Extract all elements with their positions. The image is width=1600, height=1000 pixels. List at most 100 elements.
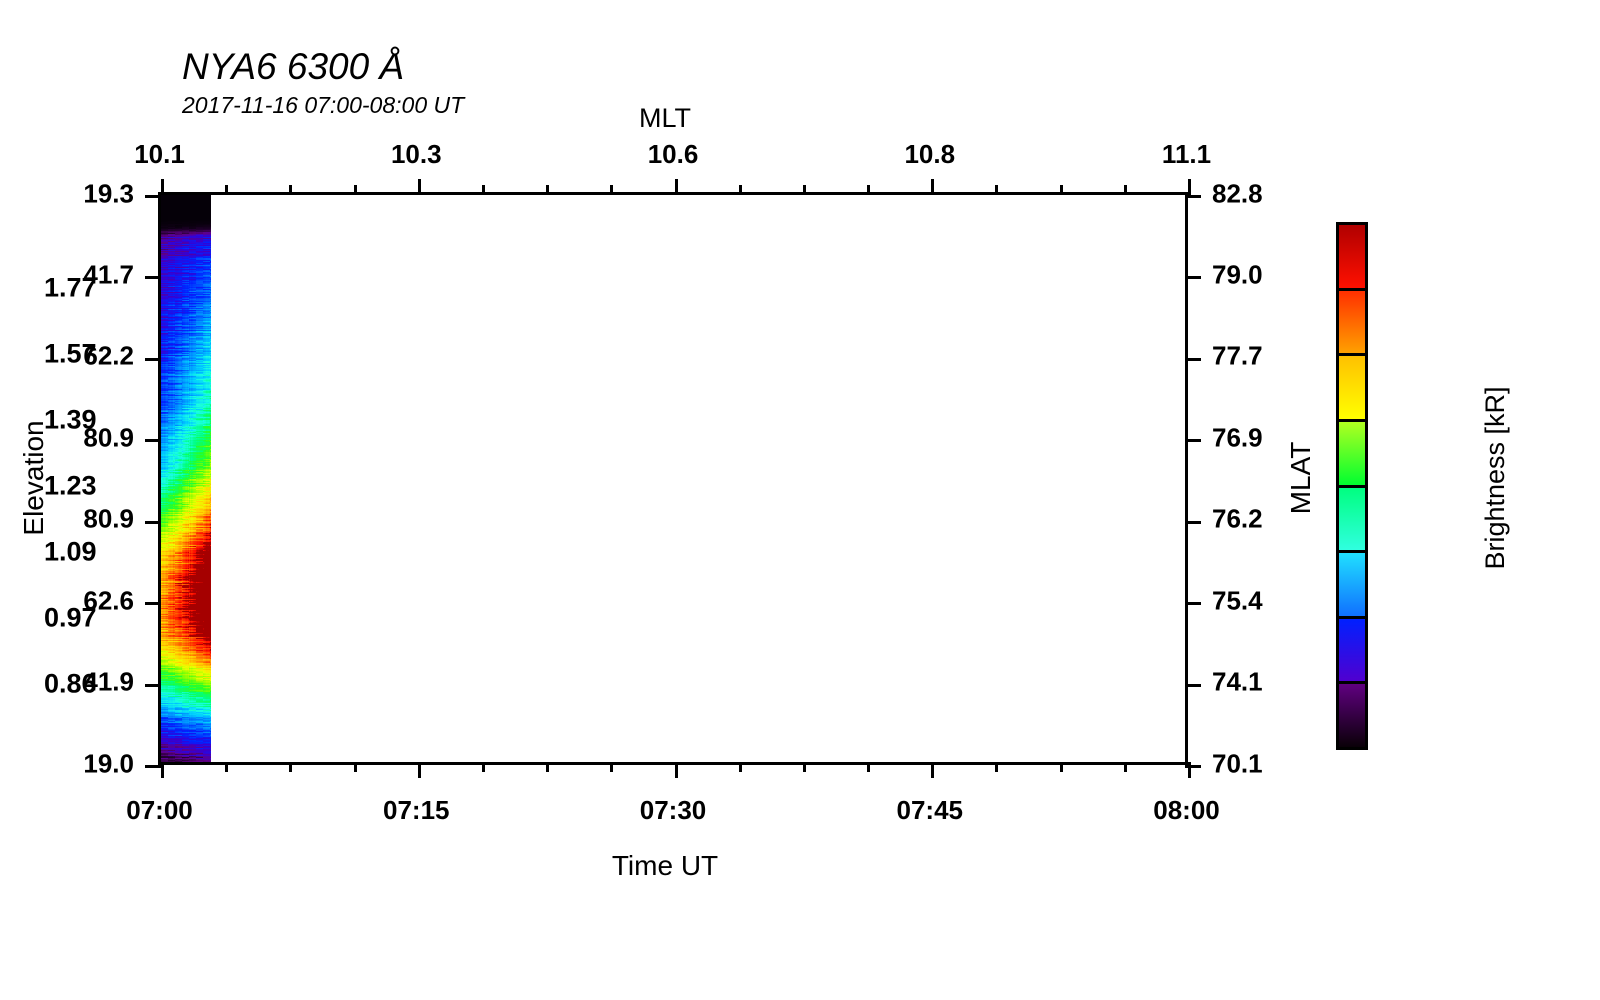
colorbar-tick-label: 1.39	[44, 404, 97, 435]
colorbar-segment	[1339, 618, 1365, 685]
axis-tick	[481, 185, 485, 195]
mlat-tick-label: 79.0	[1212, 259, 1263, 290]
axis-tick	[738, 185, 742, 195]
axis-tick	[1188, 762, 1191, 778]
axis-tick	[610, 185, 614, 195]
axis-tick	[738, 762, 742, 772]
colorbar-segment	[1339, 356, 1365, 422]
colorbar-segment	[1339, 487, 1365, 554]
mlt-tick-label: 10.8	[904, 139, 956, 169]
colorbar-title: Brightness [kR]	[1480, 386, 1510, 570]
axis-tick	[289, 762, 293, 772]
axis-tick	[995, 185, 999, 195]
axis-tick	[1185, 276, 1201, 280]
axis-tick	[417, 762, 421, 778]
axis-tick	[1123, 185, 1127, 195]
axis-tick	[145, 765, 161, 768]
axis-tick	[1185, 357, 1201, 361]
mlat-tick-label: 82.8	[1212, 178, 1263, 208]
mlat-tick-label: 70.1	[1212, 748, 1263, 778]
axis-tick	[546, 762, 550, 772]
axis-tick	[481, 762, 485, 772]
elevation-tick-label: 41.9	[83, 666, 134, 697]
axis-tick	[931, 179, 935, 195]
time-tick-label: 07:30	[639, 795, 707, 825]
colorbar-tick-label: 0.97	[44, 602, 97, 633]
axis-tick	[417, 179, 421, 195]
mlat-tick-label: 77.7	[1212, 340, 1263, 371]
axis-tick	[610, 762, 614, 772]
colorbar-tick-label: 1.77	[44, 272, 97, 303]
colorbar-tick-label: 1.23	[44, 470, 97, 501]
elevation-tick-label: 19.0	[83, 748, 134, 778]
plot-inner	[161, 195, 1185, 762]
elevation-tick-label: 62.2	[83, 340, 134, 371]
axis-tick	[802, 185, 806, 195]
axis-tick	[161, 179, 164, 195]
axis-tick	[1185, 765, 1201, 768]
colorbar	[1336, 222, 1368, 750]
page-title: NYA6 6300 Å	[182, 46, 405, 87]
elevation-tick-label: 80.9	[83, 503, 134, 534]
colorbar-tick-label: 1.57	[44, 338, 97, 369]
elevation-tick-label: 62.6	[83, 585, 134, 616]
time-tick-label: 07:00	[126, 795, 193, 825]
axis-tick	[1185, 195, 1201, 198]
mlt-tick-label: 11.1	[1161, 139, 1212, 169]
colorbar-tick-label: 0.86	[44, 668, 97, 699]
axis-tick	[145, 520, 161, 524]
mlat-tick-label: 76.2	[1212, 503, 1263, 534]
axis-tick	[1185, 520, 1201, 524]
axis-tick	[802, 762, 806, 772]
keogram-canvas	[161, 195, 211, 762]
mlat-tick-label: 74.1	[1212, 666, 1263, 697]
colorbar-tick-label: 1.09	[44, 536, 97, 567]
axis-tick	[1185, 439, 1201, 443]
colorbar-segment	[1339, 290, 1365, 357]
axis-tick	[145, 276, 161, 280]
axis-tick	[1185, 602, 1201, 606]
axis-tick	[225, 762, 229, 772]
axis-tick	[145, 195, 161, 198]
axis-tick	[867, 185, 871, 195]
axis-tick	[1059, 185, 1063, 195]
axis-tick	[674, 179, 678, 195]
axis-tick	[1059, 762, 1063, 772]
time-tick-label: 07:15	[383, 795, 450, 825]
axis-tick	[931, 762, 935, 778]
axis-tick	[353, 762, 357, 772]
axis-tick	[145, 439, 161, 443]
mlt-tick-label: 10.1	[134, 139, 185, 169]
axis-tick	[1188, 179, 1191, 195]
right-axis-title: MLAT	[1285, 441, 1316, 515]
colorbar-segment	[1339, 225, 1365, 291]
keogram-data-strip	[161, 195, 211, 762]
time-tick-label: 07:45	[896, 795, 964, 825]
axis-tick	[289, 185, 293, 195]
colorbar-segment	[1339, 684, 1365, 747]
axis-tick	[867, 762, 871, 772]
axis-tick	[546, 185, 550, 195]
axis-tick	[674, 762, 678, 778]
elevation-tick-label: 80.9	[83, 422, 134, 453]
colorbar-wrap	[1336, 222, 1368, 750]
mlat-tick-label: 76.9	[1212, 422, 1263, 453]
axis-tick	[1123, 762, 1127, 772]
elevation-tick-label: 41.7	[83, 259, 134, 290]
axis-tick	[995, 762, 999, 772]
axis-tick	[353, 185, 357, 195]
plot-area	[145, 179, 1201, 778]
page-subtitle: 2017-11-16 07:00-08:00 UT	[182, 92, 465, 118]
mlt-tick-label: 10.6	[647, 139, 699, 169]
mlat-tick-label: 75.4	[1212, 585, 1263, 616]
colorbar-segment	[1339, 421, 1365, 488]
axis-tick	[145, 683, 161, 687]
top-axis-title: MLT	[639, 103, 691, 133]
axis-tick	[1185, 683, 1201, 687]
axis-tick	[145, 602, 161, 606]
elevation-tick-label: 19.3	[83, 178, 134, 208]
axis-tick	[225, 185, 229, 195]
axis-tick	[161, 762, 164, 778]
colorbar-segment	[1339, 553, 1365, 619]
